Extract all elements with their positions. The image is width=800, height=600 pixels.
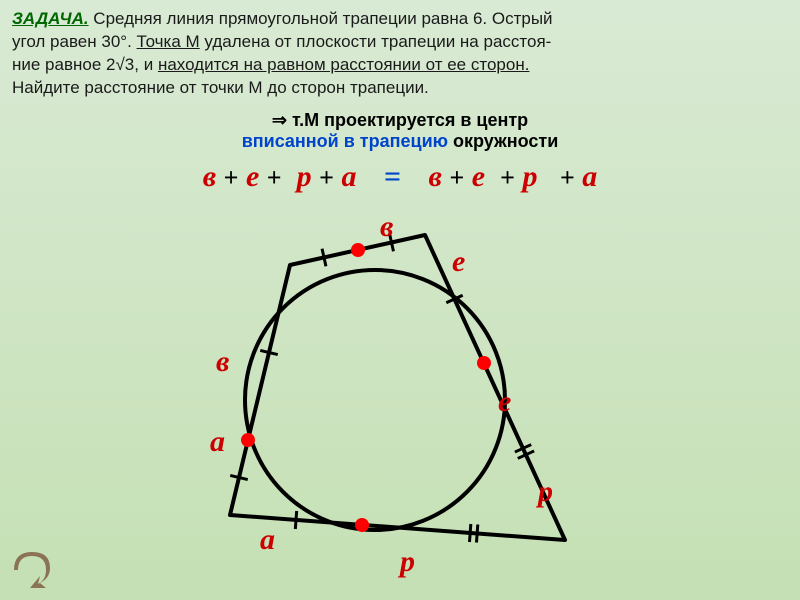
label-e1: е: [452, 245, 465, 279]
eq-e2: е: [472, 160, 485, 193]
conclusion-part1: т.М проектируется в центр: [287, 110, 528, 130]
label-v1: в: [216, 345, 229, 379]
text-line2u: Точка М: [137, 32, 200, 51]
label-r2: р: [538, 475, 553, 509]
eq-a1: а: [341, 160, 356, 193]
text-line1a: Средняя линия прямоугольной трапеции рав…: [89, 9, 553, 28]
conclusion-blue: вписанной в трапецию: [242, 131, 448, 151]
eq-p1: +: [224, 163, 239, 192]
eq-e1: е: [246, 160, 259, 193]
conclusion-rest: окружности: [448, 131, 558, 151]
label-a2: а: [260, 523, 275, 557]
text-line2b: удалена от плоскости трапеции на расстоя…: [200, 32, 552, 51]
arrow-icon: ⇒: [272, 110, 287, 130]
label-v2: в: [380, 210, 393, 244]
eq-p3: +: [319, 163, 334, 192]
eq-p6: +: [560, 163, 575, 192]
geometry-diagram: в в е е а а р р: [180, 205, 620, 595]
text-line3u: находится на равном расстоянии от ее сто…: [158, 55, 530, 74]
eq-a2: а: [582, 160, 597, 193]
label-a1: а: [210, 425, 225, 459]
label-e2: е: [498, 385, 511, 419]
back-icon[interactable]: [10, 550, 54, 590]
eq-r1: р: [297, 160, 312, 193]
text-line2a: угол равен 30°.: [12, 32, 137, 51]
eq-v2: в: [429, 160, 442, 193]
eq-equals: =: [364, 160, 421, 193]
eq-v1: в: [203, 160, 216, 193]
eq-p4: +: [449, 163, 464, 192]
text-line4: Найдите расстояние от точки М до сторон …: [12, 78, 429, 97]
task-label: ЗАДАЧА.: [12, 9, 89, 28]
label-r1: р: [400, 545, 415, 579]
eq-r2: р: [522, 160, 537, 193]
eq-p2: +: [267, 163, 282, 192]
text-line3a: ние равное 2√3, и: [12, 55, 158, 74]
eq-p5: +: [500, 163, 515, 192]
equation: в + е + р + а = в + е + р + а: [0, 160, 800, 194]
conclusion-block: ⇒ т.М проектируется в центр вписанной в …: [0, 110, 800, 152]
